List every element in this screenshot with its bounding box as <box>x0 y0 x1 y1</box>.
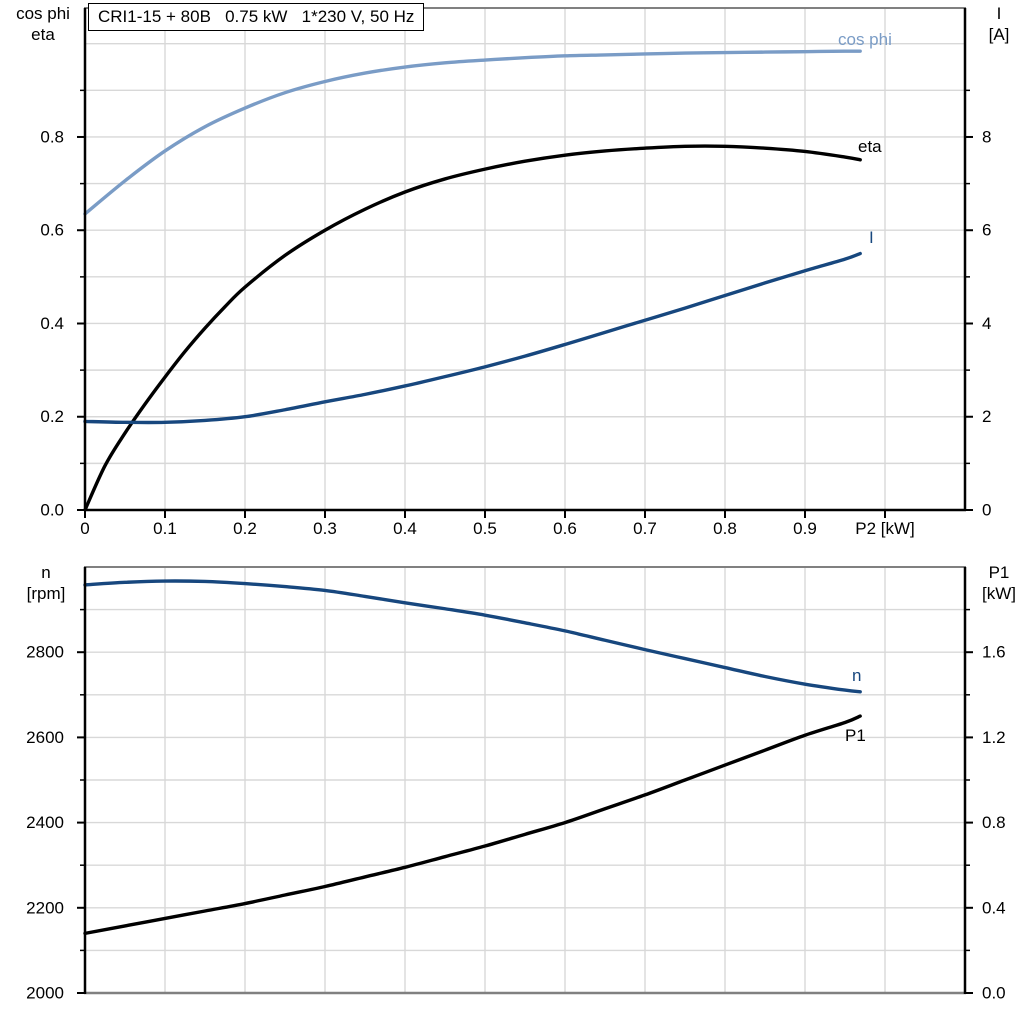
x-axis-tick-label: 0.5 <box>473 519 497 538</box>
current-axis-unit: [A] <box>988 25 1010 44</box>
top-right-axis-title: I [A] <box>974 3 1024 45</box>
left-axis-tick-label: 2000 <box>26 984 64 1003</box>
right-axis-tick-label: 0.4 <box>982 898 1006 917</box>
right-axis-tick-label: 8 <box>982 127 991 146</box>
curve-eta <box>83 144 862 512</box>
x-axis-tick-label: 0.2 <box>233 519 257 538</box>
speed-axis-unit: [rpm] <box>26 584 66 603</box>
eta-axis-title: eta <box>31 25 55 44</box>
current-axis-title: I <box>996 4 1002 23</box>
left-axis-tick-label: 2800 <box>26 643 64 662</box>
curve-label-cos-phi: cos phi <box>838 30 892 49</box>
left-axis-tick-label: 0.0 <box>40 501 64 520</box>
x-axis-tick-label: 0.3 <box>313 519 337 538</box>
curve-label-P1: P1 <box>845 726 866 745</box>
x-axis-tick-label: 0.1 <box>153 519 177 538</box>
left-axis-tick-label: 0.6 <box>40 221 64 240</box>
power-axis-unit: [kW] <box>982 584 1016 603</box>
right-axis-tick-label: 6 <box>982 221 991 240</box>
curve-label-eta: eta <box>858 137 882 156</box>
x-axis-unit-label: P2 [kW] <box>855 519 915 538</box>
left-axis-tick-label: 0.2 <box>40 407 64 426</box>
right-axis-tick-label: 1.6 <box>982 643 1006 662</box>
right-axis-tick-label: 0.0 <box>982 984 1006 1003</box>
x-axis-tick-label: 0.8 <box>713 519 737 538</box>
right-axis-tick-label: 0 <box>982 501 991 520</box>
x-axis-tick-label: 0.9 <box>793 519 817 538</box>
curve-I <box>83 251 862 425</box>
bottom-left-axis-title: n [rpm] <box>6 562 86 604</box>
x-axis-tick-label: 0.6 <box>553 519 577 538</box>
curve-label-I: I <box>869 228 874 247</box>
left-axis-tick-label: 0.8 <box>40 127 64 146</box>
curve-P1 <box>83 714 862 936</box>
left-axis-tick-label: 0.4 <box>40 314 64 333</box>
x-axis-tick-label: 0 <box>80 519 89 538</box>
curve-n <box>83 579 862 694</box>
left-axis-tick-label: 2200 <box>26 898 64 917</box>
right-axis-tick-label: 0.8 <box>982 813 1006 832</box>
x-axis-tick-label: 0.7 <box>633 519 657 538</box>
top-left-axis-title: cos phi eta <box>0 3 86 45</box>
right-axis-tick-label: 1.2 <box>982 728 1006 747</box>
bottom-right-axis-title: P1 [kW] <box>974 562 1024 604</box>
left-axis-tick-label: 2400 <box>26 813 64 832</box>
x-axis-tick-label: 0.4 <box>393 519 417 538</box>
chart-title-box: CRI1-15 + 80B 0.75 kW 1*230 V, 50 Hz <box>88 3 425 31</box>
cos-phi-axis-title: cos phi <box>16 4 70 23</box>
speed-axis-title: n <box>41 563 51 582</box>
curve-label-n: n <box>852 666 861 685</box>
right-axis-tick-label: 2 <box>982 407 991 426</box>
curve-cos-phi <box>83 49 862 216</box>
power-axis-title: P1 <box>988 563 1010 582</box>
left-axis-tick-label: 2600 <box>26 728 64 747</box>
right-axis-tick-label: 4 <box>982 314 991 333</box>
